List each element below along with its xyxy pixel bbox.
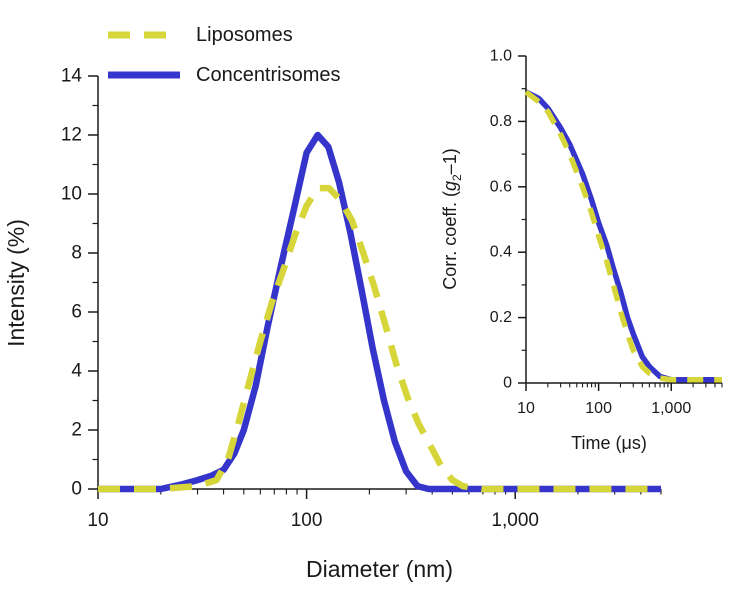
inset-series-line-concentrisomes xyxy=(524,89,722,383)
main-x-axis-title: Diameter (nm) xyxy=(306,556,453,582)
main-x-tick-label: 1,000 xyxy=(491,510,539,531)
legend-label-liposomes: Liposomes xyxy=(196,24,293,46)
inset-y-axis-title: Corr. coeff. (g2–1) xyxy=(440,148,464,289)
main-y-tick-label: 2 xyxy=(71,420,82,441)
main-y-tick-label: 10 xyxy=(61,184,82,205)
main-x-tick-label: 100 xyxy=(291,510,323,531)
inset-y-tick-label: 0.2 xyxy=(490,309,512,326)
main-y-tick-label: 14 xyxy=(61,66,83,87)
main-y-tick-label: 12 xyxy=(61,125,82,146)
main-series-line-liposomes xyxy=(98,184,661,493)
inset-y-tick-label: 0.4 xyxy=(490,244,512,261)
legend: Liposomes Concentrisomes xyxy=(108,24,341,86)
inset-x-tick-label: 1,000 xyxy=(651,400,691,417)
legend-label-concentrisomes: Concentrisomes xyxy=(196,64,341,86)
inset-series-line-liposomes xyxy=(524,89,722,383)
inset-y-tick-label: 0.8 xyxy=(490,113,512,130)
main-series-line-concentrisomes xyxy=(98,131,661,493)
main-y-tick-label: 8 xyxy=(71,243,82,264)
main-y-tick-label: 6 xyxy=(71,302,82,323)
inset-x-tick-label: 100 xyxy=(585,400,612,417)
inset-x-tick-label: 10 xyxy=(517,400,535,417)
inset-y-tick-label: 0.6 xyxy=(490,178,512,195)
inset-x-axis-title: Time (μs) xyxy=(571,433,647,453)
inset-y-tick-label: 0 xyxy=(503,375,512,392)
main-y-tick-label: 0 xyxy=(71,479,82,500)
main-x-tick-label: 10 xyxy=(87,510,108,531)
inset-y-tick-label: 1.0 xyxy=(490,48,512,65)
main-y-axis-title: Intensity (%) xyxy=(3,219,29,347)
main-y-tick-label: 4 xyxy=(71,361,82,382)
